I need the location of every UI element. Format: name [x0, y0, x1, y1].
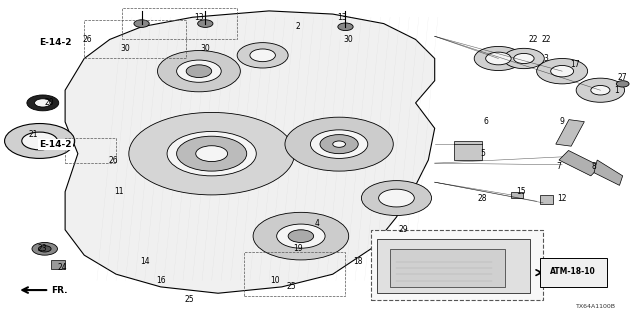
Circle shape	[253, 212, 349, 260]
Circle shape	[177, 60, 221, 82]
Text: 6: 6	[483, 117, 488, 126]
Circle shape	[27, 95, 59, 111]
Circle shape	[504, 48, 544, 69]
Text: 3: 3	[544, 54, 548, 63]
Circle shape	[514, 53, 534, 64]
Text: 21: 21	[29, 130, 38, 139]
Bar	[390, 249, 505, 287]
Text: E-14-2: E-14-2	[39, 38, 72, 47]
Text: 11: 11	[115, 187, 124, 196]
Text: 1: 1	[614, 86, 619, 95]
Circle shape	[576, 78, 625, 102]
Text: FR.: FR.	[51, 285, 68, 295]
Text: 12: 12	[557, 194, 567, 203]
Text: 26: 26	[108, 156, 118, 164]
Circle shape	[616, 81, 629, 87]
Bar	[51, 260, 65, 269]
Text: 29: 29	[398, 225, 408, 234]
Circle shape	[250, 49, 275, 62]
Circle shape	[186, 65, 212, 77]
Circle shape	[474, 46, 523, 70]
Text: ATM-18-10: ATM-18-10	[550, 267, 596, 276]
Text: 27: 27	[618, 73, 627, 82]
Bar	[556, 120, 584, 146]
Circle shape	[129, 112, 294, 195]
Text: 9: 9	[560, 117, 564, 126]
Circle shape	[237, 43, 288, 68]
Circle shape	[288, 230, 314, 243]
Text: TX64A1100B: TX64A1100B	[576, 304, 616, 309]
Text: 16: 16	[156, 276, 166, 285]
Text: 5: 5	[480, 149, 485, 158]
Text: 30: 30	[344, 35, 353, 44]
Text: 4: 4	[314, 219, 319, 228]
Text: 24: 24	[57, 263, 67, 272]
Text: 28: 28	[477, 194, 487, 203]
FancyBboxPatch shape	[371, 230, 543, 300]
Circle shape	[486, 52, 511, 65]
Text: 13: 13	[194, 13, 204, 22]
Text: 25: 25	[287, 282, 296, 292]
Circle shape	[134, 20, 149, 28]
Circle shape	[310, 130, 368, 158]
Circle shape	[35, 99, 51, 107]
FancyBboxPatch shape	[540, 258, 607, 287]
Text: 17: 17	[570, 60, 580, 69]
Text: 30: 30	[121, 44, 131, 53]
Polygon shape	[594, 160, 623, 185]
Text: 7: 7	[557, 162, 561, 171]
Bar	[540, 195, 552, 204]
Circle shape	[550, 66, 573, 77]
Bar	[511, 192, 523, 198]
Text: 30: 30	[200, 44, 210, 53]
Circle shape	[362, 180, 431, 215]
Circle shape	[333, 141, 346, 147]
Text: 18: 18	[353, 257, 363, 266]
Circle shape	[177, 136, 246, 171]
Circle shape	[338, 23, 353, 31]
Text: 15: 15	[516, 187, 525, 196]
Text: 26: 26	[83, 35, 92, 44]
Text: 19: 19	[293, 244, 303, 253]
Text: E-14-2: E-14-2	[39, 140, 72, 148]
Circle shape	[196, 146, 228, 162]
Text: 23: 23	[38, 244, 47, 253]
Circle shape	[22, 132, 58, 150]
Text: 25: 25	[184, 295, 194, 304]
Circle shape	[320, 135, 358, 154]
Circle shape	[4, 124, 75, 158]
Text: 10: 10	[271, 276, 280, 285]
Text: 22: 22	[529, 35, 538, 44]
Text: 8: 8	[591, 162, 596, 171]
Circle shape	[379, 189, 414, 207]
Text: 20: 20	[44, 99, 54, 108]
Circle shape	[167, 132, 256, 176]
Polygon shape	[65, 11, 435, 293]
Text: 13: 13	[337, 13, 347, 22]
Circle shape	[591, 85, 610, 95]
Text: 14: 14	[140, 257, 150, 266]
Bar	[454, 141, 483, 160]
Circle shape	[38, 246, 51, 252]
Circle shape	[285, 117, 394, 171]
Text: 2: 2	[295, 22, 300, 31]
Polygon shape	[559, 150, 600, 176]
Circle shape	[32, 243, 58, 255]
Circle shape	[276, 224, 325, 248]
Circle shape	[537, 59, 588, 84]
Text: 22: 22	[541, 35, 551, 44]
Circle shape	[198, 20, 213, 28]
Bar	[378, 239, 531, 293]
Circle shape	[157, 51, 241, 92]
